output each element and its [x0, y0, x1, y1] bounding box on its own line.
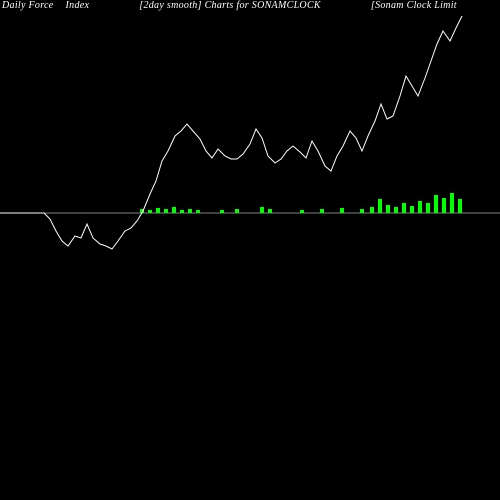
volume-bar: [386, 205, 390, 213]
volume-bar: [426, 203, 430, 213]
header-title-company: [Sonam Clock Limit: [371, 0, 457, 11]
volume-bar: [370, 207, 374, 213]
volume-bar: [180, 210, 184, 213]
volume-bar: [410, 206, 414, 213]
volume-bars-group: [140, 193, 462, 213]
chart-header: Daily Force Index [2day smooth] Charts f…: [0, 0, 500, 16]
volume-bar: [220, 210, 224, 213]
volume-bar: [434, 195, 438, 213]
volume-bar: [378, 199, 382, 213]
volume-bar: [164, 209, 168, 213]
header-title-mid: [2day smooth] Charts for SONAMCLOCK: [139, 0, 321, 11]
volume-bar: [450, 193, 454, 213]
volume-bar: [268, 209, 272, 213]
price-line: [0, 16, 499, 249]
volume-bar: [172, 207, 176, 213]
volume-bar: [340, 208, 344, 213]
volume-bar: [320, 209, 324, 213]
volume-bar: [196, 210, 200, 213]
volume-bar: [156, 208, 160, 213]
volume-bar: [418, 201, 422, 213]
volume-bar: [458, 199, 462, 213]
volume-bar: [394, 207, 398, 213]
volume-bar: [260, 207, 264, 213]
volume-bar: [360, 209, 364, 213]
volume-bar: [188, 209, 192, 213]
volume-bar: [235, 209, 239, 213]
header-title-left: Daily Force: [2, 0, 54, 11]
volume-bar: [402, 203, 406, 213]
header-title-index: Index: [66, 0, 90, 11]
volume-bar: [442, 198, 446, 213]
volume-bar: [300, 210, 304, 213]
force-index-chart: [0, 16, 500, 500]
volume-bar: [148, 210, 152, 213]
